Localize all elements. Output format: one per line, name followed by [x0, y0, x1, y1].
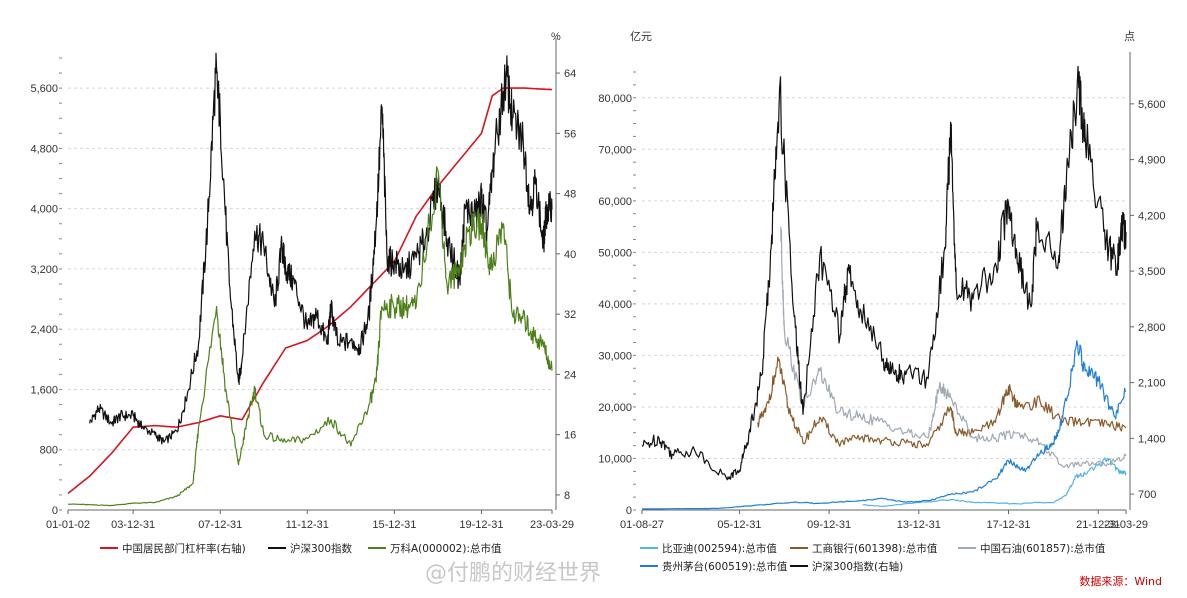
y-left-tick-label: 4,800	[30, 143, 58, 155]
legend-label: 贵州茅台(600519):总市值	[662, 560, 788, 573]
y-left-tick-label: 4,000	[30, 204, 58, 216]
y-left-tick-label: 40,000	[598, 299, 632, 311]
y-right-tick-label: 40	[564, 249, 576, 261]
x-tick-label: 19-12-31	[459, 519, 503, 531]
x-tick-label: 07-12-31	[198, 519, 242, 531]
y-left-tick-label: 5,600	[30, 83, 58, 95]
y-right-tick-label: 3,500	[1138, 266, 1166, 278]
y-left-tick-label: 60,000	[598, 196, 632, 208]
y-right-tick-label: 1,400	[1138, 433, 1166, 445]
x-tick-label: 23-03-29	[530, 519, 574, 531]
y-right-unit: 点	[1124, 30, 1135, 43]
x-tick-label: 17-12-31	[986, 519, 1030, 531]
x-tick-label: 11-12-31	[286, 519, 329, 531]
y-left-unit: 亿元	[630, 30, 652, 43]
y-left-tick-label: 3,200	[30, 264, 58, 276]
legend-label: 工商银行(601398):总市值	[812, 542, 938, 555]
y-right-tick-label: 4,900	[1138, 155, 1166, 167]
left-chart: 0 800 1,600 2,400 3,200 4,000 4,800 5,600 8 16 24 3…	[30, 31, 576, 555]
y-right-tick-label: 56	[564, 128, 576, 140]
series-line	[89, 52, 553, 445]
legend-label: 中国石油(601857):总市值	[980, 542, 1106, 555]
y-right-tick-label: 4,200	[1138, 210, 1166, 222]
y-left-tick-label: 1,600	[30, 384, 58, 396]
series-line	[67, 166, 553, 507]
x-tick-label: 09-12-31	[807, 519, 851, 531]
legend-label: 万科A(000002):总市值	[390, 542, 502, 555]
x-tick-label: 01-08-27	[620, 519, 664, 531]
legend-label: 沪深300指数	[290, 542, 353, 555]
y-left-tick-label: 10,000	[598, 453, 632, 465]
x-tick-label: 23-03-29	[1104, 519, 1148, 531]
y-right-tick-label: 16	[564, 430, 576, 442]
legend-label: 沪深300指数(右轴)	[812, 560, 903, 573]
x-tick-label: 03-12-31	[111, 519, 155, 531]
y-right-tick-label: 8	[564, 490, 570, 502]
y-left-tick-label: 80,000	[598, 93, 632, 105]
x-tick-label: 13-12-31	[897, 519, 941, 531]
series-line	[641, 65, 1127, 481]
series-line	[757, 356, 1127, 449]
y-left-tick-label: 800	[40, 445, 58, 457]
legend-label: 比亚迪(002594):总市值	[662, 542, 777, 555]
right-chart: 0 10,000 20,000 30,000 40,000 50,000 60,000 70,…	[598, 30, 1165, 573]
y-left-tick-label: 30,000	[598, 350, 632, 362]
y-right-tick-label: 5,600	[1138, 99, 1166, 111]
y-right-tick-label: 32	[564, 309, 576, 321]
x-tick-label: 05-12-31	[717, 519, 761, 531]
y-right-tick-label: 48	[564, 189, 576, 201]
x-tick-label: 21-12-31	[1076, 519, 1120, 531]
y-left-tick-label: 20,000	[598, 402, 632, 414]
x-tick-label: 01-01-02	[46, 519, 90, 531]
watermark-text: @付鹏的财经世界	[425, 561, 601, 586]
series-line	[780, 226, 1127, 469]
legend-label: 中国居民部门杠杆率(右轴)	[122, 542, 246, 555]
series-line	[67, 87, 553, 495]
y-right-tick-label: 700	[1138, 489, 1156, 501]
x-tick-label: 15-12-31	[372, 519, 416, 531]
y-left-tick-label: 70,000	[598, 144, 632, 156]
y-right-unit: %	[551, 31, 561, 43]
y-right-tick-label: 2,100	[1138, 378, 1166, 390]
y-left-tick-label: 0	[52, 505, 58, 517]
y-left-tick-label: 2,400	[30, 324, 58, 336]
series-line	[862, 457, 1127, 507]
series-line	[641, 340, 1127, 510]
y-right-tick-label: 2,800	[1138, 322, 1166, 334]
y-right-tick-label: 64	[564, 68, 576, 80]
y-left-tick-label: 50,000	[598, 247, 632, 259]
y-right-tick-label: 24	[564, 369, 576, 381]
source-note: 数据来源：Wind	[1079, 574, 1162, 588]
y-left-tick-label: 0	[626, 505, 632, 517]
